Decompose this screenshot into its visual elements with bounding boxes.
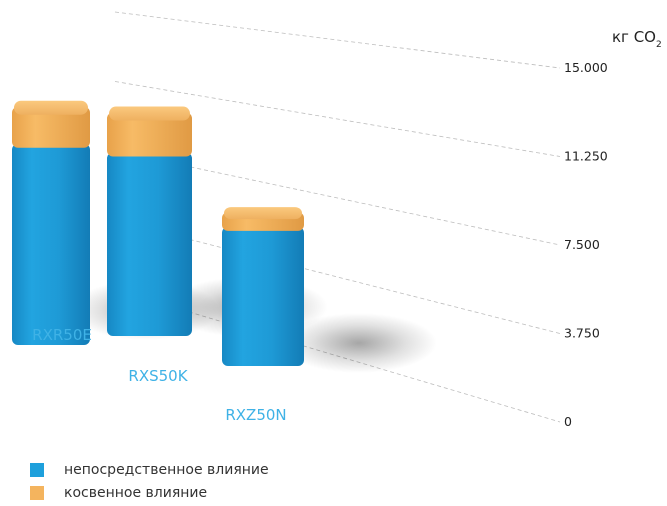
bar-top-RXS50K bbox=[109, 106, 190, 121]
gridline bbox=[114, 11, 561, 69]
legend-swatch-direct bbox=[30, 462, 44, 477]
category-label: RXZ50N bbox=[225, 406, 286, 424]
y-tick-label: 0 bbox=[564, 414, 572, 429]
y-tick-label: 15.000 bbox=[564, 60, 608, 75]
legend-item-indirect: косвенное влияние bbox=[30, 481, 269, 504]
bar-direct-RXR50E bbox=[12, 143, 90, 345]
legend-item-direct: непосредственное влияние bbox=[30, 458, 269, 481]
bar-direct-RXS50K bbox=[107, 152, 192, 336]
legend: непосредственное влияние косвенное влиян… bbox=[30, 458, 269, 504]
gridline bbox=[114, 150, 561, 246]
bar-indirect-RXR50E bbox=[12, 106, 90, 148]
category-label: RXS50K bbox=[128, 367, 188, 385]
legend-swatch-indirect bbox=[30, 485, 44, 500]
y-tick-label: 7.500 bbox=[564, 237, 600, 252]
bar-direct-RXZ50N bbox=[222, 226, 304, 366]
y-tick-label: 3.750 bbox=[564, 326, 600, 341]
y-tick-label: 11.250 bbox=[564, 149, 608, 164]
category-label: RXR50E bbox=[32, 326, 92, 344]
bar-top-RXR50E bbox=[14, 100, 88, 115]
gridline bbox=[114, 81, 561, 157]
bar-shadow bbox=[281, 313, 437, 373]
unit-label: кг CO2 bbox=[612, 28, 662, 50]
bar-top-RXZ50N bbox=[224, 207, 302, 220]
legend-label-indirect: косвенное влияние bbox=[64, 484, 208, 501]
legend-label-direct: непосредственное влияние bbox=[64, 461, 269, 478]
bar-indirect-RXS50K bbox=[107, 112, 192, 157]
